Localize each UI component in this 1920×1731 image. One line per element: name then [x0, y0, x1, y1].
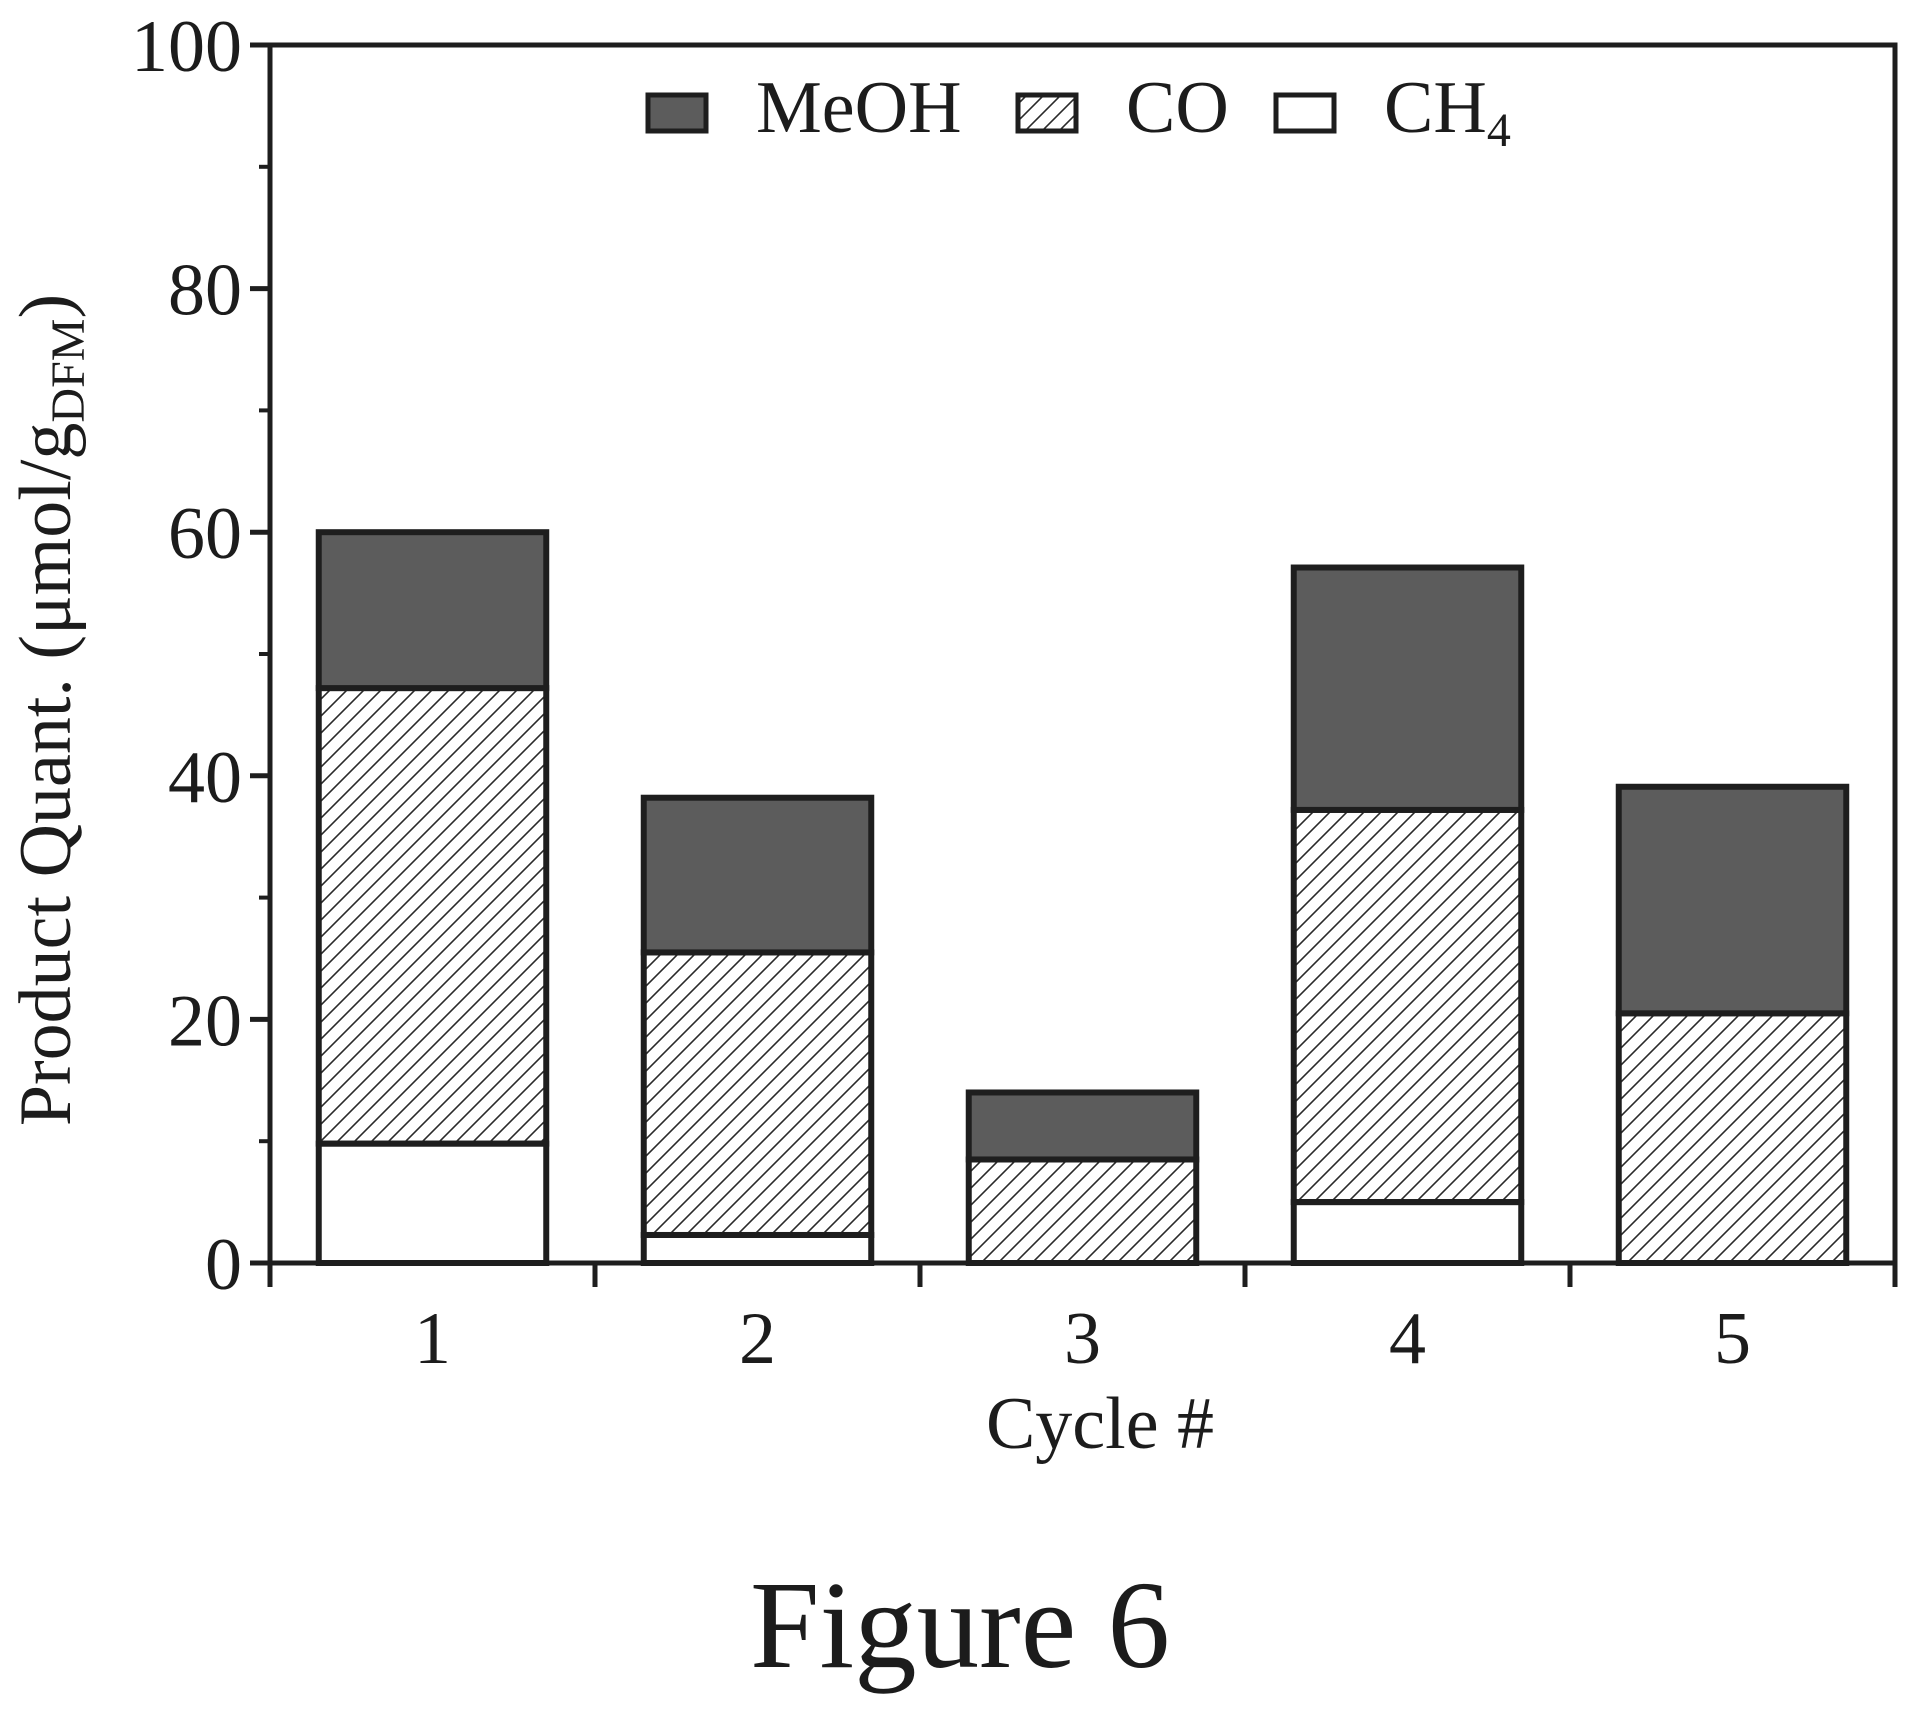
y-tick-label-60: 60	[168, 493, 242, 575]
y-tick-label-80: 80	[168, 250, 242, 332]
legend-label-co: CO	[1126, 67, 1229, 149]
x-tick-label-5: 5	[1714, 1298, 1751, 1380]
x-tick-label-3: 3	[1064, 1298, 1101, 1380]
bar-co-cycle-3	[965, 1156, 1200, 1266]
y-axis-label-main: Product Quant. (μmol/g	[5, 423, 87, 1127]
y-tick-label-0: 0	[205, 1224, 242, 1306]
figure-caption: Figure 6	[749, 1557, 1171, 1695]
legend-swatch-co	[1015, 92, 1079, 134]
legend-label-meoh: MeOH	[756, 67, 962, 149]
bar-ch-cycle-1	[315, 1140, 550, 1266]
bar-ch-cycle-4	[1290, 1199, 1525, 1266]
bar-co-cycle-4	[1290, 806, 1525, 1206]
legend-label-ch: CH4	[1384, 67, 1511, 157]
legend: MeOH CO CH4	[645, 67, 1511, 157]
bar-co-cycle-5	[1615, 1010, 1850, 1266]
bar-ch-cycle-2	[640, 1231, 875, 1266]
bar-meoh-cycle-4	[1290, 564, 1525, 813]
x-tick-label-1: 1	[414, 1298, 451, 1380]
x-tick-label-4: 4	[1389, 1298, 1426, 1380]
y-tick-label-20: 20	[168, 980, 242, 1062]
x-axis: 1 2 3 4 5	[267, 1263, 1898, 1380]
x-tick-label-2: 2	[739, 1298, 776, 1380]
legend-swatch-meoh	[645, 92, 709, 134]
y-axis-label: Product Quant. (μmol/gDFM)	[5, 294, 95, 1126]
bar-meoh-cycle-5	[1615, 783, 1850, 1017]
bar-meoh-cycle-1	[315, 529, 550, 692]
bar-co-cycle-1	[315, 685, 550, 1147]
y-axis-label-suffix: )	[5, 294, 87, 319]
y-axis: 0 20 40 60 80 100	[131, 6, 270, 1306]
legend-swatch-ch	[1273, 92, 1337, 134]
bar-meoh-cycle-2	[640, 794, 875, 956]
bar-co-cycle-2	[640, 949, 875, 1238]
y-axis-label-subscript: DFM	[42, 319, 95, 423]
y-tick-label-40: 40	[168, 737, 242, 819]
x-axis-label: Cycle #	[986, 1383, 1214, 1465]
y-tick-label-100: 100	[131, 6, 242, 88]
bar-meoh-cycle-3	[965, 1089, 1200, 1163]
bars-group	[315, 529, 1850, 1266]
